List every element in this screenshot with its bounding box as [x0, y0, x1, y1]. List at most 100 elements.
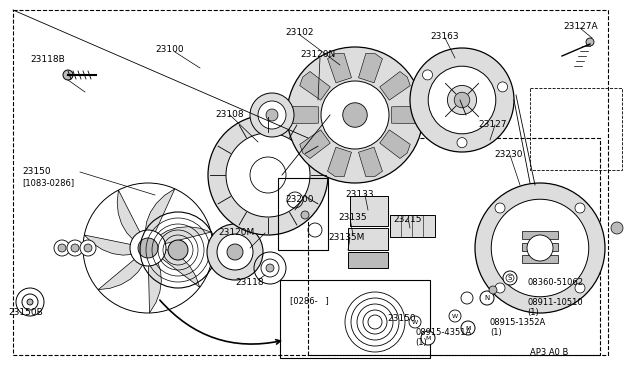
Circle shape	[575, 203, 585, 213]
Polygon shape	[392, 106, 420, 124]
Polygon shape	[145, 189, 175, 235]
Circle shape	[250, 157, 286, 193]
Text: 23200: 23200	[285, 195, 314, 204]
Text: S: S	[508, 275, 512, 281]
Circle shape	[287, 47, 423, 183]
Polygon shape	[328, 54, 351, 83]
Text: W: W	[412, 320, 418, 324]
Circle shape	[421, 331, 435, 345]
Bar	[308, 138, 600, 355]
Bar	[522, 231, 558, 239]
Text: 23120M: 23120M	[218, 228, 254, 237]
Text: 23100: 23100	[155, 45, 184, 54]
Circle shape	[266, 264, 274, 272]
Polygon shape	[380, 130, 410, 158]
Text: M: M	[426, 336, 431, 340]
Text: 23135: 23135	[338, 213, 367, 222]
Polygon shape	[291, 106, 319, 124]
Circle shape	[58, 244, 66, 252]
Text: 23215: 23215	[393, 215, 422, 224]
Bar	[522, 255, 558, 263]
Circle shape	[422, 70, 433, 80]
Circle shape	[227, 244, 243, 260]
Bar	[530, 88, 622, 170]
Circle shape	[461, 321, 475, 335]
Circle shape	[321, 81, 389, 149]
Polygon shape	[300, 130, 330, 158]
Circle shape	[217, 234, 253, 270]
Circle shape	[461, 292, 473, 304]
Polygon shape	[358, 147, 383, 177]
Polygon shape	[148, 260, 161, 313]
Circle shape	[611, 222, 623, 234]
Circle shape	[343, 103, 367, 127]
Text: 23127: 23127	[478, 120, 506, 129]
Text: 23102: 23102	[285, 28, 314, 37]
Circle shape	[22, 294, 38, 310]
Circle shape	[480, 291, 494, 305]
Text: 23150B: 23150B	[8, 308, 43, 317]
Circle shape	[527, 235, 553, 261]
Text: (1): (1)	[527, 308, 539, 317]
Circle shape	[16, 288, 44, 316]
Circle shape	[449, 310, 461, 322]
Text: 23150: 23150	[387, 314, 415, 323]
Bar	[348, 252, 388, 268]
Text: N: N	[484, 295, 490, 301]
Circle shape	[428, 66, 496, 134]
Circle shape	[168, 240, 188, 260]
Text: 23150: 23150	[22, 167, 51, 176]
Polygon shape	[84, 235, 134, 255]
Bar	[348, 228, 388, 250]
Text: [1083-0286]: [1083-0286]	[22, 178, 74, 187]
Circle shape	[84, 244, 92, 252]
Text: 23120N: 23120N	[300, 50, 335, 59]
Bar	[350, 196, 388, 226]
Polygon shape	[380, 71, 410, 100]
Polygon shape	[159, 249, 200, 287]
Text: 23163: 23163	[430, 32, 459, 41]
Circle shape	[447, 86, 477, 115]
Bar	[390, 215, 435, 237]
Circle shape	[27, 299, 33, 305]
Circle shape	[258, 101, 286, 129]
Text: 23118B: 23118B	[30, 55, 65, 64]
Circle shape	[489, 286, 497, 294]
Circle shape	[67, 240, 83, 256]
Text: [0286-   ]: [0286- ]	[290, 296, 329, 305]
Text: W: W	[452, 314, 458, 318]
Circle shape	[71, 244, 79, 252]
Text: 23135M: 23135M	[328, 233, 364, 242]
Circle shape	[503, 271, 517, 285]
Bar	[522, 243, 558, 251]
Circle shape	[226, 133, 310, 217]
Text: (1): (1)	[490, 328, 502, 337]
Circle shape	[208, 115, 328, 235]
Text: 08911-10510: 08911-10510	[527, 298, 582, 307]
Text: 08360-51062: 08360-51062	[527, 278, 583, 287]
Text: 23118: 23118	[235, 278, 264, 287]
Circle shape	[497, 82, 508, 92]
Polygon shape	[300, 71, 330, 100]
Circle shape	[575, 283, 585, 293]
Circle shape	[586, 38, 594, 46]
Circle shape	[250, 93, 294, 137]
Text: 23127A: 23127A	[563, 22, 598, 31]
Circle shape	[138, 238, 158, 258]
Text: M: M	[465, 326, 470, 330]
Text: (1): (1)	[415, 338, 427, 347]
Bar	[280, 280, 430, 358]
Circle shape	[301, 211, 309, 219]
Polygon shape	[328, 147, 351, 177]
Polygon shape	[158, 227, 211, 244]
Circle shape	[492, 199, 589, 297]
Circle shape	[80, 240, 96, 256]
Text: 23133: 23133	[345, 190, 374, 199]
Circle shape	[495, 203, 505, 213]
Polygon shape	[98, 257, 143, 290]
Polygon shape	[117, 190, 141, 241]
Circle shape	[409, 316, 421, 328]
Text: AP3 A0 B: AP3 A0 B	[530, 348, 568, 357]
Text: 23230: 23230	[494, 150, 522, 159]
Circle shape	[410, 48, 514, 152]
